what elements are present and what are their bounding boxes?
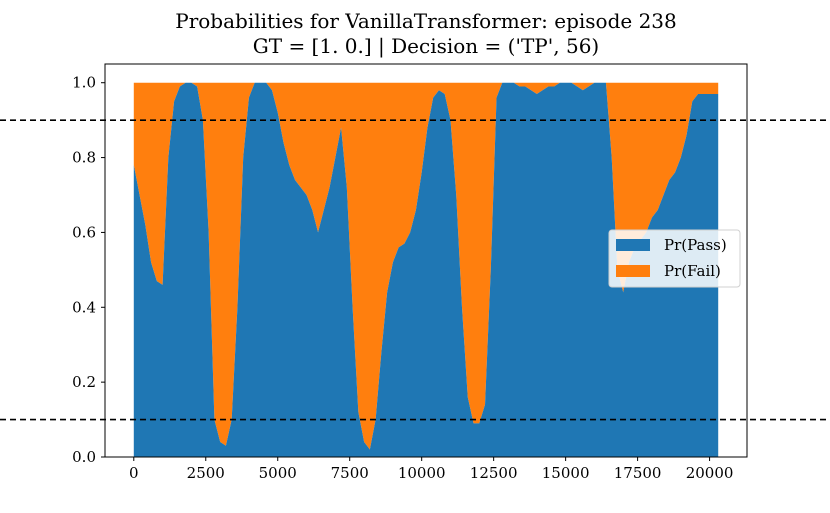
x-tick-label: 0 [129, 464, 139, 482]
y-tick-label: 0.0 [72, 448, 96, 466]
axes-frame [104, 63, 748, 458]
x-tick-label: 20000 [686, 464, 734, 482]
x-tick-label: 12500 [470, 464, 518, 482]
chart-title-line1: Probabilities for VanillaTransformer: ep… [175, 9, 677, 33]
area-pr-fail [133, 82, 719, 450]
x-tick-label: 10000 [398, 464, 446, 482]
x-axis: 0 2500 5000 7500 10000 12500 15000 17500 20000 [129, 457, 733, 482]
x-tick-label: 15000 [542, 464, 590, 482]
y-axis: 0.0 0.2 0.4 0.6 0.8 1.0 [72, 74, 105, 466]
x-tick-label: 7500 [331, 464, 369, 482]
x-tick-label: 17500 [614, 464, 662, 482]
y-tick-label: 0.6 [72, 223, 96, 241]
legend-label-pass: Pr(Pass) [664, 236, 727, 254]
y-tick-label: 0.4 [72, 298, 96, 316]
threshold-lines [0, 119, 830, 421]
legend-swatch-fail [616, 265, 650, 277]
area-pr-pass [133, 82, 719, 457]
y-tick-label: 0.8 [72, 149, 96, 167]
legend: Pr(Pass) Pr(Fail) [608, 229, 741, 288]
x-tick-label: 5000 [259, 464, 297, 482]
legend-label-fail: Pr(Fail) [664, 262, 721, 280]
y-tick-label: 0.2 [72, 373, 96, 391]
pass-area-layer [133, 82, 719, 457]
fail-area-layer [133, 82, 719, 450]
chart-title-line2: GT = [1. 0.] | Decision = ('TP', 56) [253, 34, 599, 59]
plot-area: 0 2500 5000 7500 10000 12500 15000 17500 20000 0… [0, 63, 830, 482]
legend-swatch-pass [616, 239, 650, 251]
x-tick-label: 2500 [187, 464, 225, 482]
y-tick-label: 1.0 [72, 74, 96, 92]
